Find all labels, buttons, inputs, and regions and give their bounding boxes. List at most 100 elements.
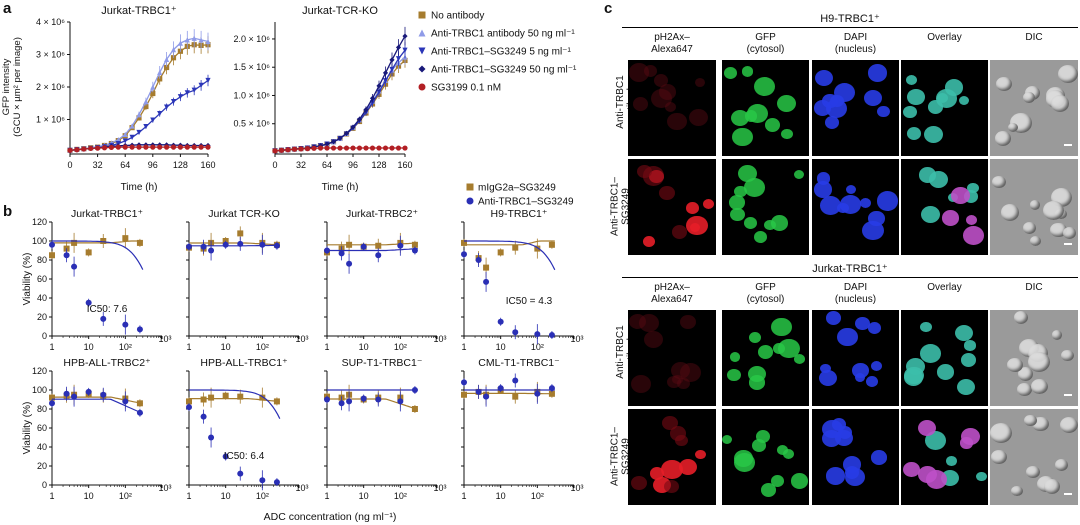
cell: [1061, 349, 1075, 362]
x-tick-label: 10²: [394, 342, 407, 352]
cell: [834, 82, 856, 102]
data-point: [205, 38, 211, 45]
chart-b-title: Jurkat TCR-KO: [208, 208, 280, 220]
data-point: [346, 241, 353, 248]
data-point: [129, 123, 135, 129]
data-point: [363, 107, 369, 113]
y-tick-label: 1.5 × 10⁶: [234, 62, 271, 72]
cell: [966, 182, 979, 194]
x-tick-label: 32: [93, 160, 103, 170]
data-point: [402, 47, 408, 53]
cell: [632, 97, 648, 111]
cell: [918, 167, 937, 183]
y-tick-label: 1 × 10⁶: [36, 115, 65, 125]
data-point: [285, 147, 291, 153]
cell: [670, 361, 691, 380]
y-tick-label: 60: [37, 423, 47, 433]
data-point: [324, 141, 330, 147]
cell: [907, 89, 925, 105]
data-point: [497, 249, 504, 256]
data-point: [483, 393, 490, 400]
cell: [643, 64, 658, 78]
cell: [1007, 122, 1018, 132]
data-point: [475, 257, 482, 263]
x-tick-label: 1: [186, 491, 191, 501]
cell: [854, 372, 865, 383]
y-axis-label-b-row1: Viability (%): [22, 253, 33, 306]
x-tick-label: 10²: [119, 342, 132, 352]
cell: [675, 435, 688, 447]
microscopy-tile: [812, 159, 899, 255]
cell: [764, 117, 781, 132]
x-tick-label: 10³: [570, 334, 583, 344]
cell: [1024, 414, 1038, 427]
data-point: [164, 144, 170, 150]
data-point: [397, 398, 404, 405]
y-axis-label-b-row2: Viability (%): [22, 402, 33, 455]
cell: [941, 210, 959, 226]
cell: [763, 219, 776, 231]
x-tick-label: 10³: [570, 483, 583, 493]
legend-a-marker: [418, 83, 426, 91]
cell: [666, 376, 681, 389]
y-tick-label: 100: [32, 236, 47, 246]
data-point: [205, 77, 211, 84]
cell: [783, 449, 795, 460]
cell: [669, 426, 686, 441]
data-point: [164, 64, 170, 71]
microscopy-tile: [628, 60, 716, 156]
cell: [951, 187, 971, 204]
cell: [903, 105, 917, 119]
cell: [920, 321, 932, 333]
x-tick-label: 10: [496, 342, 506, 352]
legend-a-marker: [418, 47, 426, 55]
cell: [733, 185, 747, 198]
data-point: [395, 56, 402, 62]
cell: [650, 467, 664, 480]
cell: [825, 99, 847, 119]
cell: [905, 357, 925, 375]
data-point: [170, 99, 177, 105]
cell: [743, 216, 758, 229]
cell: [838, 426, 853, 439]
legend-b-label: mIgG2a–SG3249: [478, 183, 556, 194]
data-point: [157, 144, 163, 150]
data-point: [85, 249, 92, 256]
microscopy-tile: [722, 159, 809, 255]
cell: [663, 479, 679, 493]
cell: [722, 435, 733, 444]
x-tick-label: 10²: [256, 491, 269, 501]
cell: [1026, 465, 1040, 478]
x-tick-label: 1: [324, 342, 329, 352]
y-tick-label: 0.5 × 10⁶: [234, 119, 271, 129]
x-tick-label: 1: [49, 491, 54, 501]
cell: [819, 196, 841, 215]
cell: [638, 314, 659, 333]
cell: [963, 226, 984, 245]
data-point: [136, 144, 142, 150]
chart-b-title: HPB-ALL-TRBC2⁺: [63, 357, 151, 369]
cell: [631, 476, 647, 491]
data-point: [222, 453, 229, 460]
y-tick-label: 80: [37, 404, 47, 414]
data-point: [136, 409, 143, 416]
x-tick-label: 10²: [256, 342, 269, 352]
data-point: [317, 145, 324, 151]
cell: [870, 450, 887, 465]
scale-bar: [1064, 144, 1072, 146]
chart-b-title: Jurkat-TRBC1⁺: [71, 208, 144, 220]
cell: [859, 198, 872, 209]
x-tick-label: 1: [324, 491, 329, 501]
cell: [1043, 478, 1061, 494]
cell: [685, 202, 699, 214]
cell: [731, 109, 750, 127]
y-tick-label: 80: [37, 255, 47, 265]
data-point: [324, 145, 330, 151]
chart-b-title: Jurkat-TRBC2⁺: [346, 208, 419, 220]
cell: [1031, 378, 1048, 394]
cell: [658, 84, 676, 100]
data-point: [389, 57, 395, 63]
chart-b-title: H9-TRBC1⁺: [491, 208, 548, 220]
cell: [906, 74, 918, 85]
y-tick-label: 120: [32, 366, 47, 376]
